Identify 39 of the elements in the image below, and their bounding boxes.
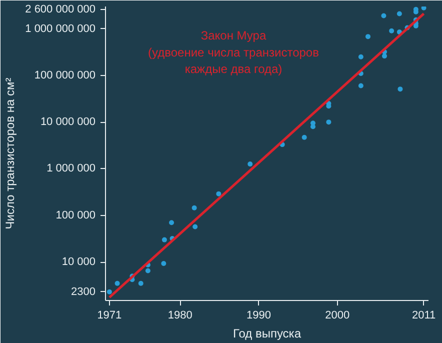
y-axis-title: Число транзисторов на см² xyxy=(3,78,18,230)
point xyxy=(248,162,253,167)
point xyxy=(389,28,394,34)
y-tick-label: 2300 xyxy=(71,286,96,298)
y-tick-label: 1 000 000 000 xyxy=(25,22,96,35)
point xyxy=(145,268,150,274)
y-tick-label: 2 600 000 000 xyxy=(25,3,96,16)
y-tick-label: 10 000 xyxy=(62,256,96,268)
x-tick-label: 1971 xyxy=(97,310,122,322)
point xyxy=(138,280,144,286)
point xyxy=(192,205,197,210)
point xyxy=(381,13,386,18)
point xyxy=(358,54,364,60)
y-tick-label: 100 000 000 xyxy=(34,69,96,82)
point xyxy=(398,86,403,92)
x-tick-label: 2000 xyxy=(325,310,350,322)
x-axis-title: Год выпуска xyxy=(233,326,302,340)
point xyxy=(421,6,426,10)
x-tick-label: 1990 xyxy=(246,310,271,322)
point xyxy=(162,237,167,242)
x-tick-label: 1980 xyxy=(168,310,192,322)
point xyxy=(382,54,387,59)
point xyxy=(358,83,364,88)
y-tick-label: 10 000 000 xyxy=(40,116,96,128)
point xyxy=(169,220,174,226)
point xyxy=(216,191,222,196)
point xyxy=(302,134,307,140)
point xyxy=(161,261,166,266)
y-tick-label: 1 000 000 xyxy=(46,162,96,175)
point xyxy=(310,124,316,130)
point xyxy=(106,289,112,294)
point xyxy=(192,224,198,230)
point xyxy=(396,11,402,16)
point xyxy=(114,280,120,286)
point xyxy=(365,34,370,40)
y-tick-label: 100 000 xyxy=(56,209,96,222)
point xyxy=(326,120,332,125)
annotation: Закон Мура (удвоение числа транзисторов каждые два года) xyxy=(148,28,319,76)
x-tick-label: 2011 xyxy=(412,310,436,322)
